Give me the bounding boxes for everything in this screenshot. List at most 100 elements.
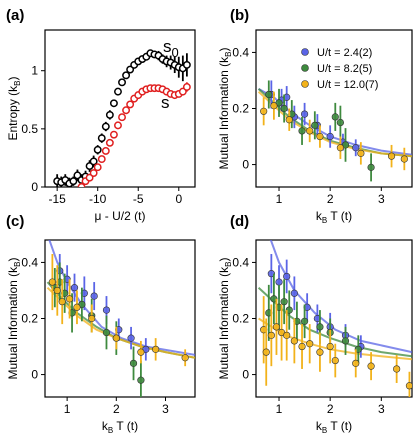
data-point (316, 348, 324, 356)
data-point (101, 122, 110, 131)
series-u-t-8-2-5- (265, 80, 375, 182)
data-point (290, 289, 298, 297)
data-point (270, 102, 278, 110)
panel-b: (b) 1 2 3 0 0.2 0.4 kB T (t) Mutual Information … (217, 7, 413, 225)
series-u-t-8-2-5- (265, 273, 362, 364)
data-point (400, 155, 408, 163)
panel-label: (a) (6, 7, 24, 24)
data-point (122, 71, 131, 80)
data-point (331, 356, 339, 365)
data-point (114, 87, 122, 96)
data-point (290, 337, 298, 345)
legend-entry: U/t = 12.0(7) (301, 79, 378, 91)
data-point (118, 78, 126, 87)
data-point (275, 278, 283, 286)
y-tick-label: 0 (242, 158, 249, 172)
data-point (306, 340, 314, 348)
legend-marker (301, 80, 309, 88)
data-point (306, 127, 314, 135)
y-tick-label: 0.4 (232, 45, 249, 59)
x-axis-title: kB T (t) (316, 419, 352, 435)
data-point (326, 342, 334, 351)
data-point (367, 362, 375, 370)
data-point (73, 303, 81, 311)
y-tick-label: 0.2 (232, 312, 249, 326)
panel-a: (a) -15 -10 -5 0 0 0.5 1 μ - U/2 (t) Entropy (kB)… (6, 7, 196, 223)
y-axis-title: Mutual Information (kB) (6, 257, 22, 379)
data-point (97, 134, 106, 143)
legend-label: U/t = 8.2(5) (317, 63, 372, 75)
data-point (341, 337, 350, 345)
data-point (283, 272, 291, 281)
data-point (405, 382, 412, 390)
data-point (357, 149, 365, 157)
data-point (311, 121, 319, 129)
data-point (122, 106, 131, 115)
data-point (300, 317, 309, 325)
data-point (300, 110, 309, 118)
series-u-t-2-4-2- (267, 254, 365, 358)
data-point (280, 298, 288, 306)
plot-frame (44, 239, 196, 398)
data-point (262, 348, 270, 356)
y-tick-label: 0 (242, 368, 249, 382)
data-point (109, 130, 118, 139)
data-point (129, 359, 138, 367)
plot-frame (44, 29, 196, 188)
data-point (114, 121, 122, 130)
legend-label: U/t = 12.0(7) (317, 79, 378, 91)
data-point (102, 306, 111, 314)
series-u-t-12-0-7- (260, 296, 412, 397)
panel-label: (d) (230, 213, 249, 230)
plot-area (46, 240, 195, 397)
x-tick-label: 0 (175, 192, 182, 206)
panel-label: (b) (230, 7, 249, 24)
data-point (283, 331, 291, 339)
data-point (58, 298, 66, 306)
data-point (331, 113, 339, 121)
data-point (93, 145, 102, 154)
data-point (267, 331, 275, 339)
plot-area (257, 80, 412, 182)
y-axis-title: Mutual Information (kB) (217, 47, 233, 169)
x-tick-label: -10 (89, 192, 107, 206)
x-tick-label: 1 (276, 402, 283, 416)
data-point (298, 127, 306, 135)
x-axis-title: μ - U/2 (t) (95, 209, 146, 223)
series-annotation: s0 (163, 37, 179, 60)
plot-area (257, 240, 412, 397)
x-tick-label: 3 (162, 402, 169, 416)
data-point (127, 334, 135, 342)
data-point (137, 376, 145, 384)
data-point (102, 328, 111, 337)
data-point (70, 284, 79, 292)
data-point (137, 348, 145, 356)
data-point (93, 163, 102, 172)
y-tick-label: 0.5 (21, 122, 38, 136)
y-axis-title: Entropy (kB) (6, 76, 22, 140)
x-axis-title: kB T (t) (102, 419, 138, 435)
data-point (352, 144, 360, 152)
data-point (367, 163, 375, 171)
legend-label: U/t = 2.4(2) (317, 47, 372, 59)
data-point (393, 365, 401, 373)
data-point (77, 183, 86, 187)
data-point (105, 138, 114, 147)
plot-area (53, 49, 191, 187)
legend-entry: U/t = 8.2(5) (301, 63, 372, 75)
data-point (316, 323, 324, 331)
x-tick-label: -15 (48, 192, 66, 206)
x-tick-label: 3 (378, 402, 385, 416)
data-point (272, 323, 281, 331)
data-point (182, 60, 191, 69)
data-point (101, 146, 110, 155)
data-point (387, 152, 396, 160)
data-point (152, 345, 160, 353)
x-axis-title: kB T (t) (316, 209, 352, 225)
data-point (97, 155, 106, 164)
x-tick-label: -5 (133, 192, 144, 206)
x-tick-label: 2 (113, 402, 120, 416)
data-point (285, 116, 293, 124)
data-point (112, 334, 120, 342)
